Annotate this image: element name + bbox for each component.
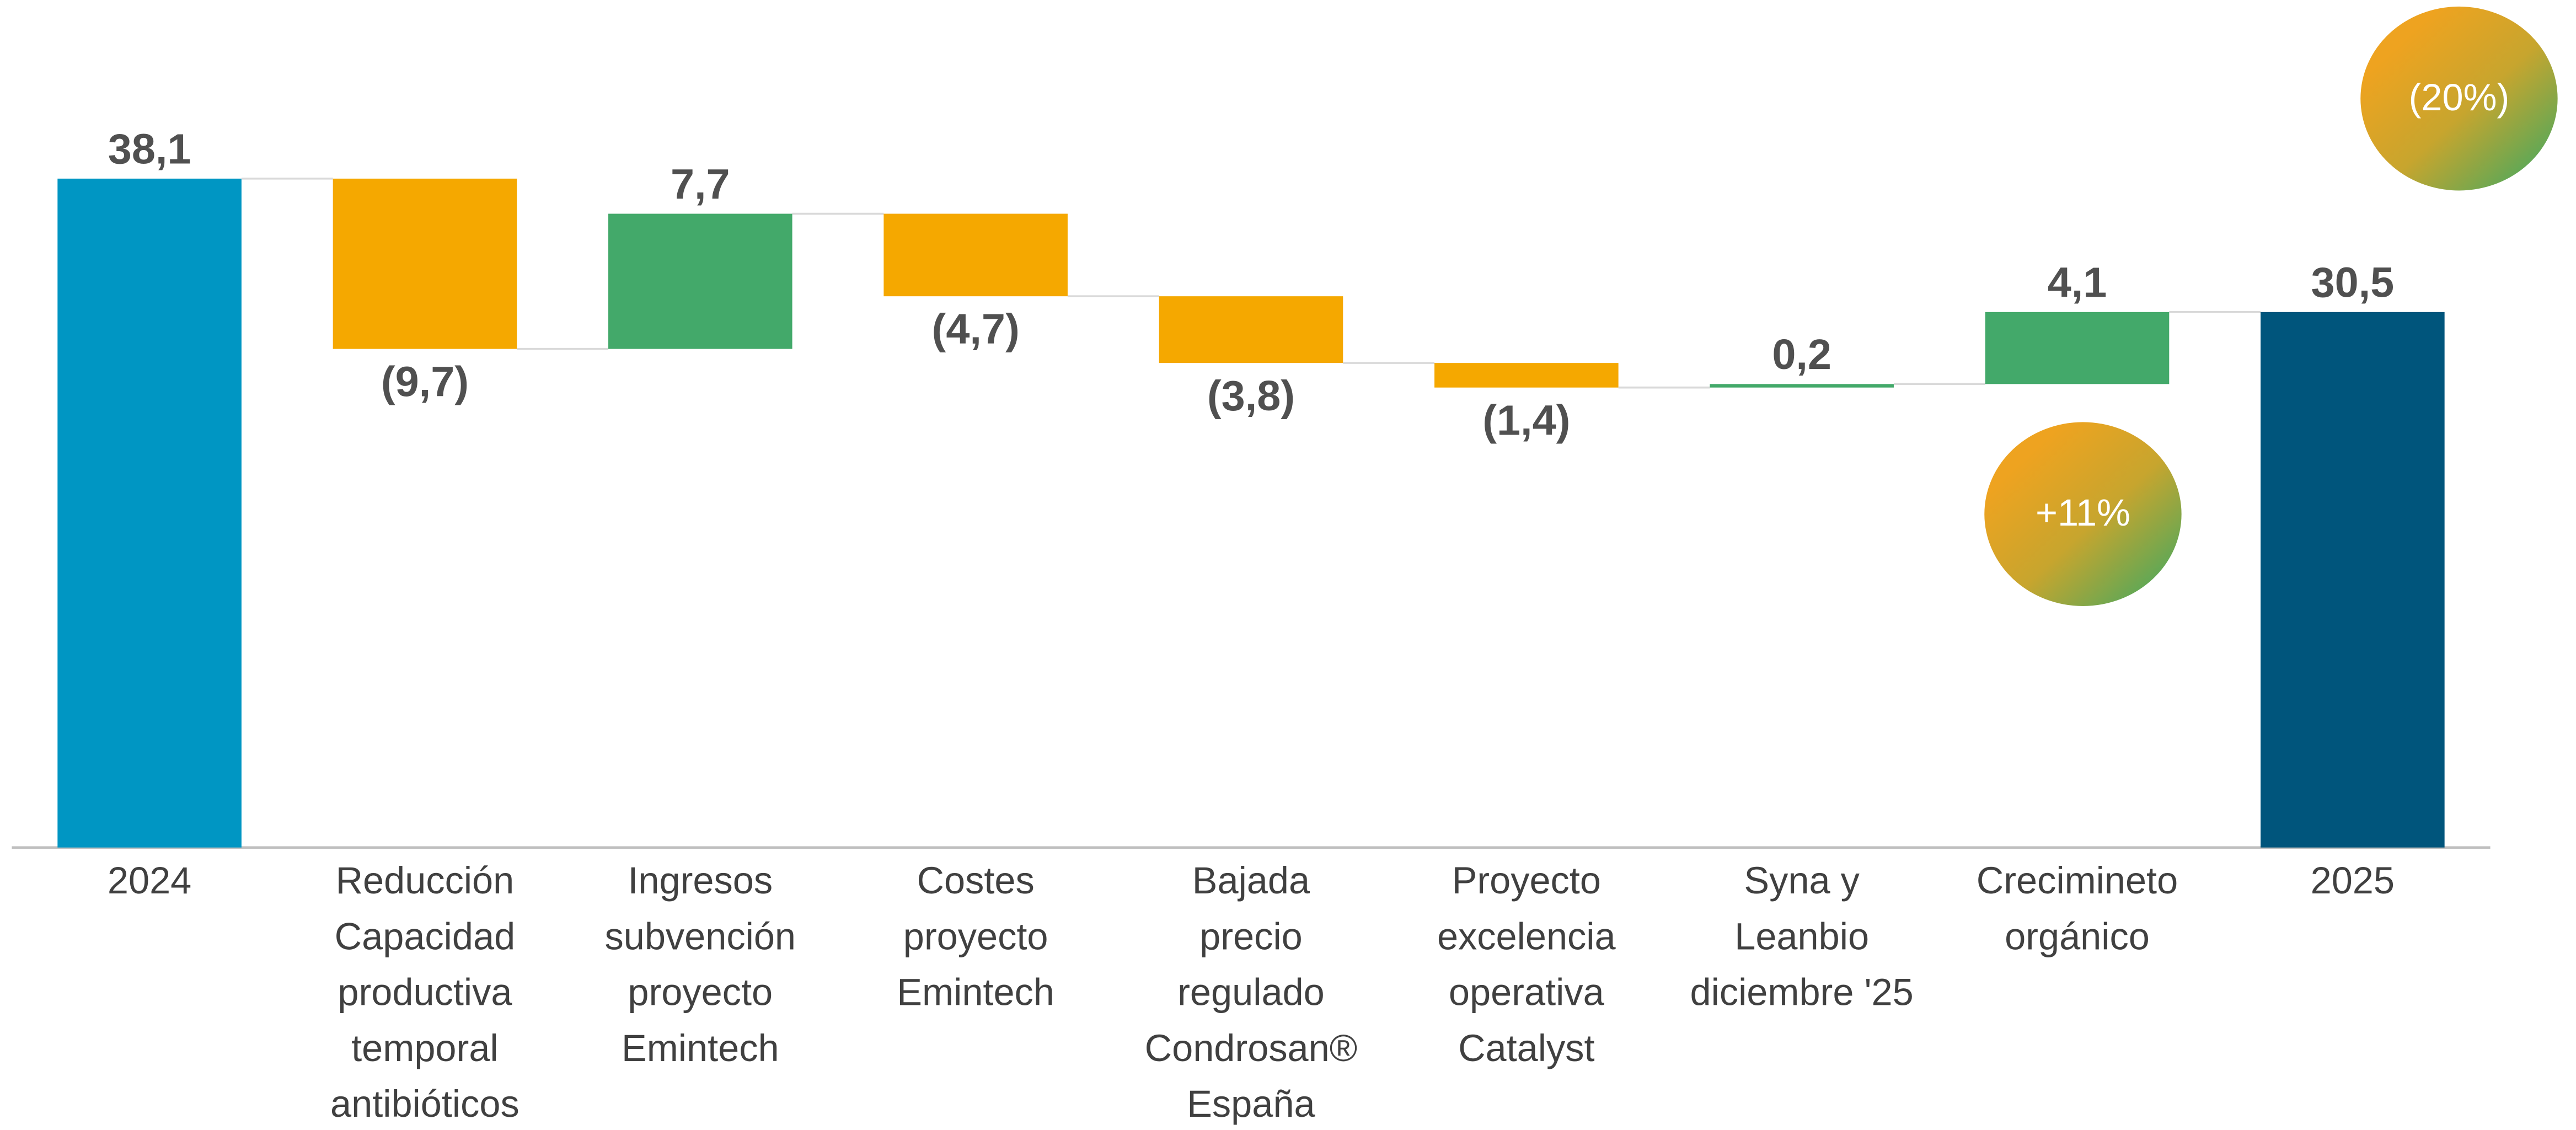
x-tick-label-box: Crecimineto orgánico (1976, 859, 2178, 958)
bar (1159, 296, 1343, 363)
x-tick-label-box: Bajada precio regulado Condrosan® España (1144, 859, 1358, 1126)
annotation: +11% (2036, 491, 2130, 534)
x-tick-label-box: 2025 (2310, 859, 2395, 902)
value-label: 30,5 (2311, 259, 2395, 307)
x-tick-label-box: Syna y Leanbio diciembre '25 (1690, 859, 1914, 1014)
x-tick-label: 2024 (107, 859, 192, 902)
bar (57, 178, 242, 848)
annotation: (20%) (2409, 76, 2510, 119)
x-tick-label: 2025 (2310, 859, 2395, 902)
value-label: (9,7) (381, 358, 469, 406)
x-tick-label-box: Ingresos subvención proyecto Emintech (604, 859, 796, 1069)
x-tick-label-box: 2024 (107, 859, 192, 902)
x-tick-label: Costes proyecto Emintech (897, 859, 1054, 1014)
x-tick-label: Reducción Capacidad productiva temporal … (330, 859, 520, 1126)
bar (1434, 363, 1619, 388)
bar (1710, 384, 1894, 388)
x-tick-label: Syna y Leanbio diciembre '25 (1690, 859, 1914, 1014)
x-tick-label-box: Reducción Capacidad productiva temporal … (330, 859, 520, 1126)
value-label: 0,2 (1772, 331, 1831, 378)
x-tick-label: Crecimineto orgánico (1976, 859, 2178, 958)
x-tick-label-box: Costes proyecto Emintech (897, 859, 1054, 1014)
bar (883, 213, 1068, 297)
x-tick-label-box: Proyecto excelencia operativa Catalyst (1437, 859, 1616, 1069)
annotation-bubble (2360, 6, 2558, 191)
value-label: (4,7) (932, 306, 1020, 353)
value-label: 38,1 (108, 126, 191, 173)
bar (1985, 312, 2170, 384)
value-label: (1,4) (1482, 397, 1570, 444)
bar (2261, 312, 2445, 848)
bar (333, 178, 517, 349)
x-tick-label: Ingresos subvención proyecto Emintech (604, 859, 796, 1069)
annotation-bubble (1984, 422, 2182, 606)
x-tick-label: Proyecto excelencia operativa Catalyst (1437, 859, 1616, 1069)
bar (608, 213, 792, 349)
value-label: 4,1 (2048, 259, 2107, 307)
value-label: (3,8) (1207, 372, 1295, 420)
value-label: 7,7 (671, 160, 730, 208)
x-tick-label: Bajada precio regulado Condrosan® España (1144, 859, 1358, 1126)
